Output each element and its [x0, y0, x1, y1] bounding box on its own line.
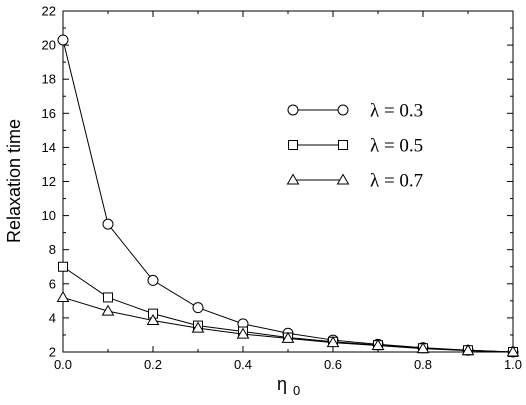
- data-point: [58, 261, 68, 272]
- data-point: [101, 304, 115, 316]
- legend-marker: [337, 104, 349, 116]
- data-point: [371, 339, 385, 351]
- y-tick-label: 6: [49, 276, 56, 291]
- series-layer: [56, 34, 520, 358]
- legend-label: λ = 0.3: [370, 101, 423, 122]
- data-point: [147, 274, 159, 286]
- y-tick-label: 22: [42, 4, 56, 19]
- y-tick-label: 12: [42, 174, 56, 189]
- series-triangle: [56, 290, 520, 357]
- data-point: [236, 327, 250, 339]
- data-point: [191, 321, 205, 333]
- data-point: [461, 344, 475, 356]
- x-axis-title: η: [277, 374, 287, 394]
- legend-entry: λ = 0.5: [288, 136, 423, 157]
- x-tick-label: 0.6: [324, 357, 342, 372]
- data-point: [506, 345, 520, 357]
- legend-marker: [287, 104, 299, 116]
- series-circle: [57, 34, 519, 358]
- y-tick-label: 4: [49, 310, 56, 325]
- data-point: [56, 290, 70, 302]
- x-axis-title-subscript: 0: [293, 383, 300, 398]
- legend-entry: λ = 0.7: [286, 171, 423, 192]
- data-point: [57, 34, 69, 46]
- legend-marker: [286, 173, 300, 185]
- legend-marker: [338, 140, 348, 150]
- y-tick-label: 2: [49, 345, 56, 360]
- y-tick-label: 16: [42, 106, 56, 121]
- data-point: [192, 302, 204, 314]
- data-point: [416, 342, 430, 354]
- x-tick-label: 1.0: [504, 357, 522, 372]
- x-tick-label: 0.4: [234, 357, 252, 372]
- data-point: [326, 336, 340, 348]
- x-tick-label: 0.2: [144, 357, 162, 372]
- legend-marker: [288, 140, 298, 150]
- data-point: [281, 331, 295, 343]
- x-tick-label: 0.0: [54, 357, 72, 372]
- plot-frame: [62, 10, 514, 353]
- legend: λ = 0.3 λ = 0.5 λ = 0.7: [286, 101, 423, 192]
- y-tick-label: 18: [42, 72, 56, 87]
- axis-ticks: 0.0 0.2 0.4 0.6 0.8 1.0 2 4 6 8 10 12 14 16 18 20 22: [42, 4, 523, 373]
- legend-entry: λ = 0.3: [287, 101, 423, 122]
- y-tick-label: 14: [42, 140, 56, 155]
- y-axis-title: Relaxation time: [4, 119, 24, 243]
- legend-label: λ = 0.7: [370, 171, 423, 192]
- x-tick-label: 0.8: [414, 357, 432, 372]
- y-tick-label: 8: [49, 242, 56, 257]
- data-point: [146, 313, 160, 325]
- legend-marker: [336, 173, 350, 185]
- y-tick-label: 10: [42, 208, 56, 223]
- legend-label: λ = 0.5: [370, 136, 423, 157]
- data-point: [102, 218, 114, 230]
- data-point: [103, 292, 113, 303]
- y-tick-label: 20: [42, 38, 56, 53]
